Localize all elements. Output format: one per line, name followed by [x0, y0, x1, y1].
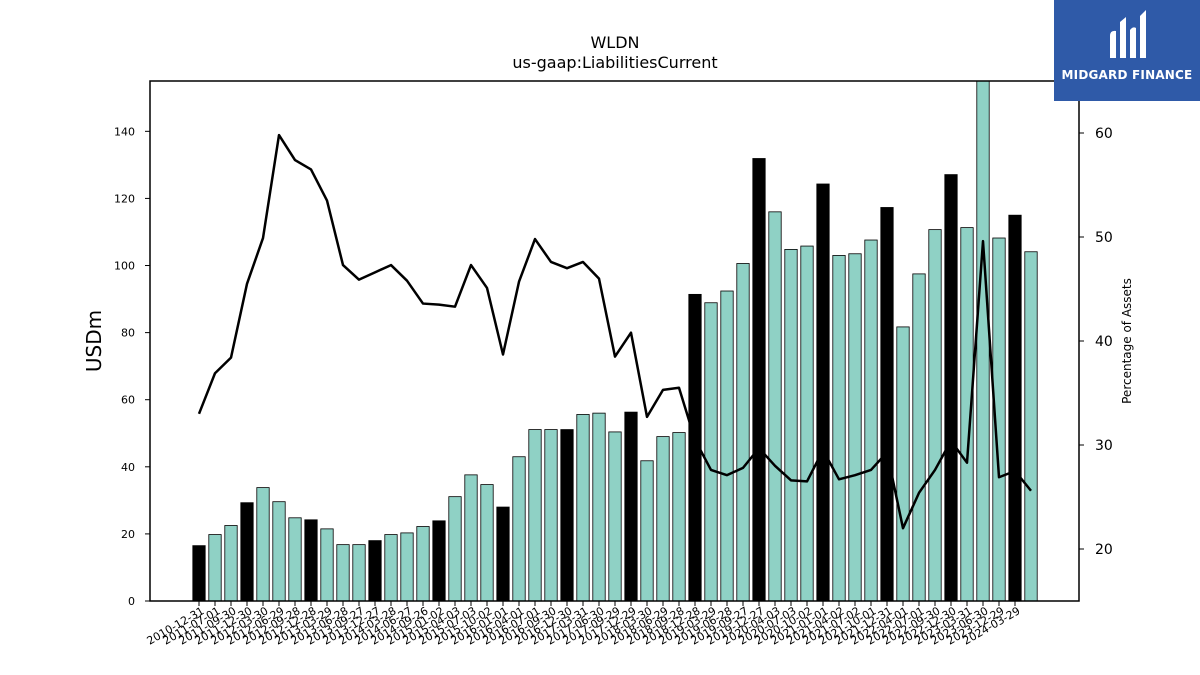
bars-group: [192, 80, 1038, 602]
bar: [1024, 251, 1038, 602]
bar: [304, 519, 318, 602]
y2-tick-label: 60: [1095, 126, 1113, 142]
bar: [352, 544, 366, 602]
bar: [416, 526, 430, 602]
y2-tick-label: 20: [1095, 542, 1113, 558]
y-tick-label: 140: [114, 125, 135, 138]
bar: [752, 158, 766, 602]
bar: [800, 245, 814, 602]
bar: [768, 211, 782, 602]
series-line: [197, 133, 1032, 530]
bar: [272, 501, 286, 602]
bar: [640, 460, 654, 602]
y2-tick-label: 40: [1095, 334, 1113, 350]
y-tick-label: 40: [121, 461, 135, 474]
y-tick-label: 100: [114, 260, 135, 273]
bar: [448, 496, 462, 602]
y-tick-label: 20: [121, 528, 135, 541]
y2-axis-label: Percentage of Assets: [1120, 278, 1134, 404]
line-group: [197, 133, 1032, 530]
brand-logo: MIDGARD FINANCE: [1054, 0, 1200, 101]
bar: [704, 302, 718, 602]
bar: [432, 520, 446, 602]
bar: [464, 474, 478, 602]
bar: [608, 431, 622, 602]
bar: [288, 517, 302, 602]
y-tick-label: 120: [114, 192, 135, 205]
y-tick-label: 0: [128, 595, 135, 608]
bar: [896, 326, 910, 602]
bar: [496, 506, 510, 602]
bar: [368, 540, 382, 602]
bar: [864, 239, 878, 602]
chart-subtitle: us-gaap:LiabilitiesCurrent: [512, 53, 717, 72]
bar: [512, 456, 526, 602]
bar: [720, 290, 734, 602]
left-axis-ticks: 0 20 40 60 80 100 120 140: [114, 125, 150, 608]
bar: [256, 487, 270, 602]
bar: [224, 525, 238, 602]
bar: [192, 545, 206, 602]
bar: [208, 534, 222, 602]
bar: [784, 249, 798, 602]
bar: [944, 174, 958, 602]
y-tick-label: 80: [121, 327, 135, 340]
bar: [880, 207, 894, 602]
bar: [848, 253, 862, 602]
bar: [336, 544, 350, 602]
bar: [592, 412, 606, 602]
bar: [656, 436, 670, 602]
x-axis-ticks: 2010-12-312011-07-012011-09-302011-12-30…: [145, 601, 1023, 648]
bar: [384, 534, 398, 602]
bar: [560, 429, 574, 602]
bar: [1008, 214, 1022, 602]
logo-text: MIDGARD FINANCE: [1061, 68, 1193, 82]
y2-tick-label: 50: [1095, 230, 1113, 246]
logo-mark-icon: [1110, 10, 1146, 58]
y-tick-label: 60: [121, 394, 135, 407]
bar: [544, 429, 558, 602]
right-axis-ticks: 20 30 40 50 60: [1079, 126, 1113, 558]
bar: [240, 502, 254, 602]
chart-title: WLDN: [590, 33, 639, 52]
bar: [672, 432, 686, 602]
bar: [624, 411, 638, 602]
y2-tick-label: 30: [1095, 438, 1113, 454]
bar: [816, 183, 830, 602]
bar: [832, 255, 846, 602]
bar: [736, 263, 750, 602]
bar: [576, 414, 590, 602]
bar: [480, 484, 494, 602]
bar: [528, 429, 542, 602]
y-axis-label: USDm: [82, 310, 106, 372]
bar: [400, 532, 414, 602]
bar: [320, 528, 334, 602]
bar: [976, 80, 990, 602]
bar: [928, 229, 942, 602]
plot-frame: [149, 80, 1080, 602]
bar: [912, 273, 926, 602]
